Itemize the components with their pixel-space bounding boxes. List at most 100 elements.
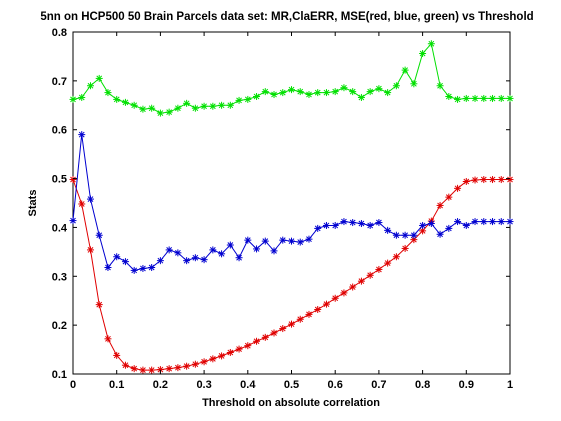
- series-0-marker: [401, 244, 409, 252]
- series-0-marker: [296, 315, 304, 323]
- y-tick-label: 0.2: [52, 320, 67, 332]
- series-2-marker: [305, 91, 313, 99]
- series-0-marker: [69, 176, 77, 184]
- series-2-marker: [253, 92, 261, 100]
- series-1-marker: [410, 231, 418, 239]
- series-1-marker: [445, 224, 453, 232]
- series-0-marker: [454, 184, 462, 192]
- series-0-marker: [130, 365, 138, 373]
- y-tick-label: 0.6: [52, 125, 67, 137]
- series-0-marker: [148, 366, 156, 374]
- series-2-marker: [506, 94, 514, 102]
- y-tick-label: 0.5: [52, 174, 67, 186]
- x-tick-label: 0.9: [459, 379, 474, 391]
- series-2-marker: [489, 94, 497, 102]
- series-1-marker: [384, 226, 392, 234]
- series-1-marker: [375, 219, 383, 227]
- series-2-marker: [156, 109, 164, 117]
- series-0-marker: [261, 333, 269, 341]
- y-axis-label: Stats: [27, 190, 39, 217]
- series-2-marker: [288, 86, 295, 94]
- x-tick-label: 0.6: [328, 379, 343, 391]
- series-1-marker: [357, 220, 365, 228]
- series-2-marker: [174, 104, 182, 112]
- series-1-marker: [314, 224, 322, 232]
- series-1-marker: [156, 257, 164, 265]
- series-0-marker: [436, 201, 444, 209]
- series-2-marker: [104, 89, 112, 97]
- series-2-marker: [226, 101, 234, 109]
- series-0-marker: [253, 337, 261, 345]
- series-0-marker: [218, 352, 226, 360]
- series-0-marker: [95, 301, 103, 309]
- series-1-marker: [113, 253, 121, 261]
- y-tick-label: 0.1: [52, 369, 67, 381]
- series-1-marker: [392, 231, 400, 239]
- series-0-marker: [226, 349, 234, 357]
- series-2-marker: [270, 91, 278, 99]
- series-1-marker: [78, 131, 86, 139]
- series-1-marker: [165, 246, 173, 254]
- x-tick-label: 0.1: [109, 379, 124, 391]
- series-1-marker: [427, 220, 435, 228]
- series-2-marker: [401, 66, 409, 74]
- series-0-marker: [445, 193, 453, 201]
- series-1-marker: [270, 247, 278, 255]
- series-1-marker: [340, 218, 348, 226]
- series-2-marker: [436, 82, 444, 90]
- series-1-marker: [191, 254, 199, 262]
- series-0-marker: [191, 360, 199, 368]
- series-0-marker: [209, 355, 217, 363]
- series-2-marker: [218, 101, 226, 109]
- series-1-marker: [366, 221, 374, 229]
- series-0-marker: [392, 253, 400, 261]
- series-0-marker: [121, 361, 129, 369]
- series-0-marker: [322, 300, 330, 308]
- x-tick-label: 0.8: [415, 379, 430, 391]
- x-tick-label: 0.2: [153, 379, 168, 391]
- series-1-marker: [322, 221, 330, 229]
- series-0-marker: [375, 265, 383, 273]
- series-2-marker: [244, 95, 252, 103]
- series-0-marker: [384, 259, 392, 267]
- series-1-marker: [471, 218, 479, 226]
- series-1-marker: [331, 221, 339, 229]
- series-2-marker: [95, 74, 103, 82]
- series-1-marker: [462, 221, 470, 229]
- series-0-marker: [349, 283, 357, 291]
- series-2-marker: [471, 94, 479, 102]
- series-2-marker: [209, 102, 217, 110]
- series-2-marker: [69, 95, 77, 103]
- series-0-marker: [104, 335, 112, 343]
- series-2-marker: [357, 93, 365, 101]
- series-2-marker: [375, 85, 383, 93]
- series-2-marker: [480, 94, 488, 102]
- series-0-marker: [139, 366, 147, 374]
- chart-title: 5nn on HCP500 50 Brain Parcels data set:…: [40, 11, 533, 23]
- series-0-marker: [156, 366, 164, 374]
- series-0-marker: [314, 306, 322, 314]
- series-0-marker: [480, 176, 488, 184]
- series-1-marker: [69, 217, 77, 225]
- series-2-marker: [314, 89, 322, 97]
- x-tick-label: 0.3: [196, 379, 211, 391]
- series-2-marker: [497, 94, 505, 102]
- series-2-marker: [130, 101, 138, 109]
- series-1-marker: [218, 250, 226, 258]
- x-tick-label: 0: [70, 379, 76, 391]
- series-0-marker: [366, 271, 374, 279]
- series-0-marker: [235, 345, 243, 353]
- series-0-marker: [497, 176, 505, 184]
- series-1-marker: [104, 263, 112, 271]
- y-tick-label: 0.7: [52, 76, 67, 88]
- series-1-marker: [253, 245, 261, 253]
- series-1-marker: [497, 218, 505, 226]
- series-1-marker: [209, 246, 217, 254]
- series-1-marker: [244, 236, 252, 244]
- y-tick-label: 0.4: [52, 222, 68, 234]
- series-0-marker: [471, 176, 479, 184]
- series-0-marker: [244, 342, 252, 350]
- series-2-marker: [183, 99, 191, 107]
- series-2-marker: [366, 88, 374, 96]
